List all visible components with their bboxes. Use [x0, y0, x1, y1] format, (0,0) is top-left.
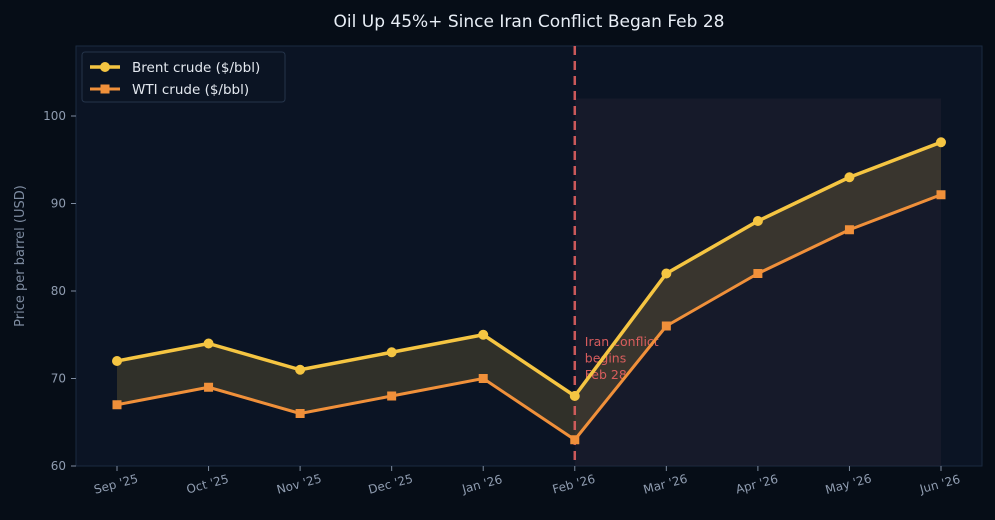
- data-point-wti: [753, 269, 763, 278]
- legend-entry-label: Brent crude ($/bbl): [132, 60, 260, 76]
- data-point-brent: [569, 391, 580, 401]
- legend-marker-circle: [100, 62, 110, 72]
- series-line-0: [115, 140, 943, 398]
- data-point-brent: [661, 268, 672, 279]
- data-point-wti: [387, 391, 397, 401]
- legend-entry-label: WTI crude ($/bbl): [132, 82, 249, 98]
- y-tick-label: 90: [51, 197, 66, 211]
- legend-box: [81, 51, 286, 103]
- plot-background: [75, 45, 983, 467]
- post-conflict-shaded-region: [574, 98, 941, 466]
- data-point-wti: [661, 321, 671, 331]
- y-tick-label: 100: [43, 109, 66, 123]
- data-point-wti: [204, 382, 214, 392]
- data-point-brent: [844, 172, 855, 183]
- data-point-brent: [936, 137, 946, 148]
- data-point-wti: [478, 374, 488, 383]
- data-point-brent: [752, 216, 763, 226]
- data-point-wti: [570, 435, 580, 445]
- data-point-wti: [936, 190, 946, 200]
- chart-title: Oil Up 45%+ Since Iran Conflict Began Fe…: [334, 12, 725, 32]
- series-line-1: [115, 193, 943, 442]
- data-point-wti: [112, 400, 122, 410]
- event-marker-label: Iran conflict begins Feb 28: [585, 334, 659, 382]
- data-point-brent: [386, 347, 397, 358]
- y-tick-label: 80: [51, 284, 66, 298]
- event-marker-label-line: Iran conflict: [585, 334, 659, 349]
- y-axis-label: Price per barrel (USD): [13, 185, 28, 327]
- data-point-brent: [112, 356, 122, 366]
- y-tick-label: 60: [51, 459, 66, 473]
- data-point-wti: [844, 225, 854, 235]
- data-point-brent: [203, 338, 214, 349]
- data-point-wti: [295, 409, 305, 418]
- data-point-brent: [295, 364, 306, 375]
- legend-marker-square: [100, 84, 110, 94]
- event-marker-label-line: begins: [585, 351, 626, 366]
- data-point-brent: [478, 329, 489, 340]
- y-tick-label: 70: [51, 372, 66, 386]
